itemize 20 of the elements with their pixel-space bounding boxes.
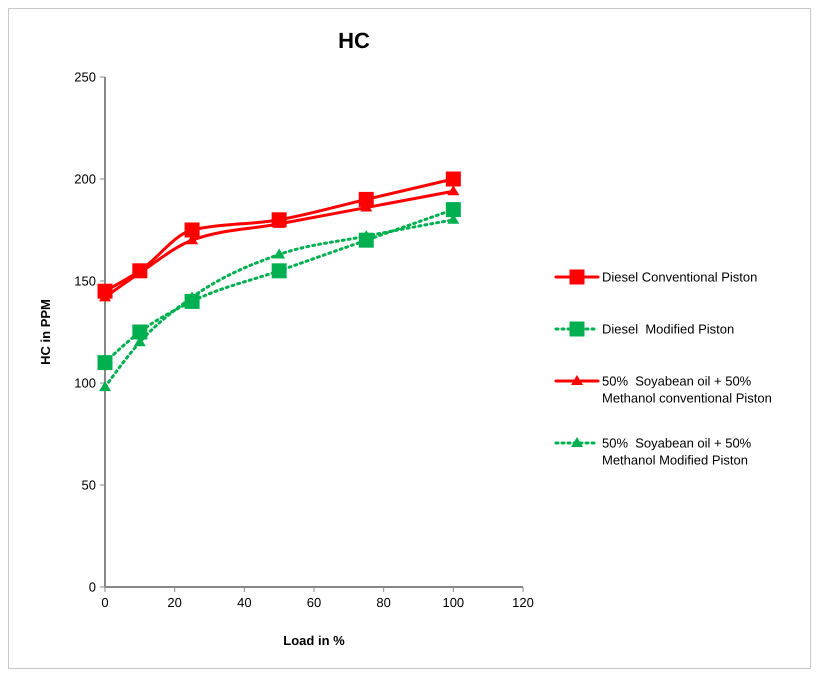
y-tick-label: 50 <box>82 478 96 493</box>
x-tick-label: 80 <box>376 595 391 610</box>
y-tick-label: 100 <box>74 376 96 391</box>
x-tick-label: 100 <box>442 595 464 610</box>
y-axis-title: HC in PPM <box>38 299 53 365</box>
x-axis-title: Load in % <box>283 633 346 648</box>
chart-title: HC <box>338 28 370 53</box>
y-tick-label: 200 <box>74 172 96 187</box>
legend-label: Diesel Modified Piston <box>602 322 734 337</box>
y-tick-label: 250 <box>74 70 96 85</box>
x-tick-label: 20 <box>167 595 182 610</box>
x-tick-label: 0 <box>101 595 109 610</box>
legend-label: 50% Soyabean oil + 50% Methanol Modified Piston <box>602 436 752 468</box>
y-tick-label: 150 <box>74 274 96 289</box>
x-tick-label: 120 <box>512 595 534 610</box>
legend-label: 50% Soyabean oil + 50% Methanol conventional Piston <box>602 374 772 406</box>
x-tick-label: 40 <box>237 595 252 610</box>
legend-label: Diesel Conventional Piston <box>602 270 758 285</box>
x-tick-label: 60 <box>306 595 322 610</box>
y-tick-label: 0 <box>88 580 96 595</box>
